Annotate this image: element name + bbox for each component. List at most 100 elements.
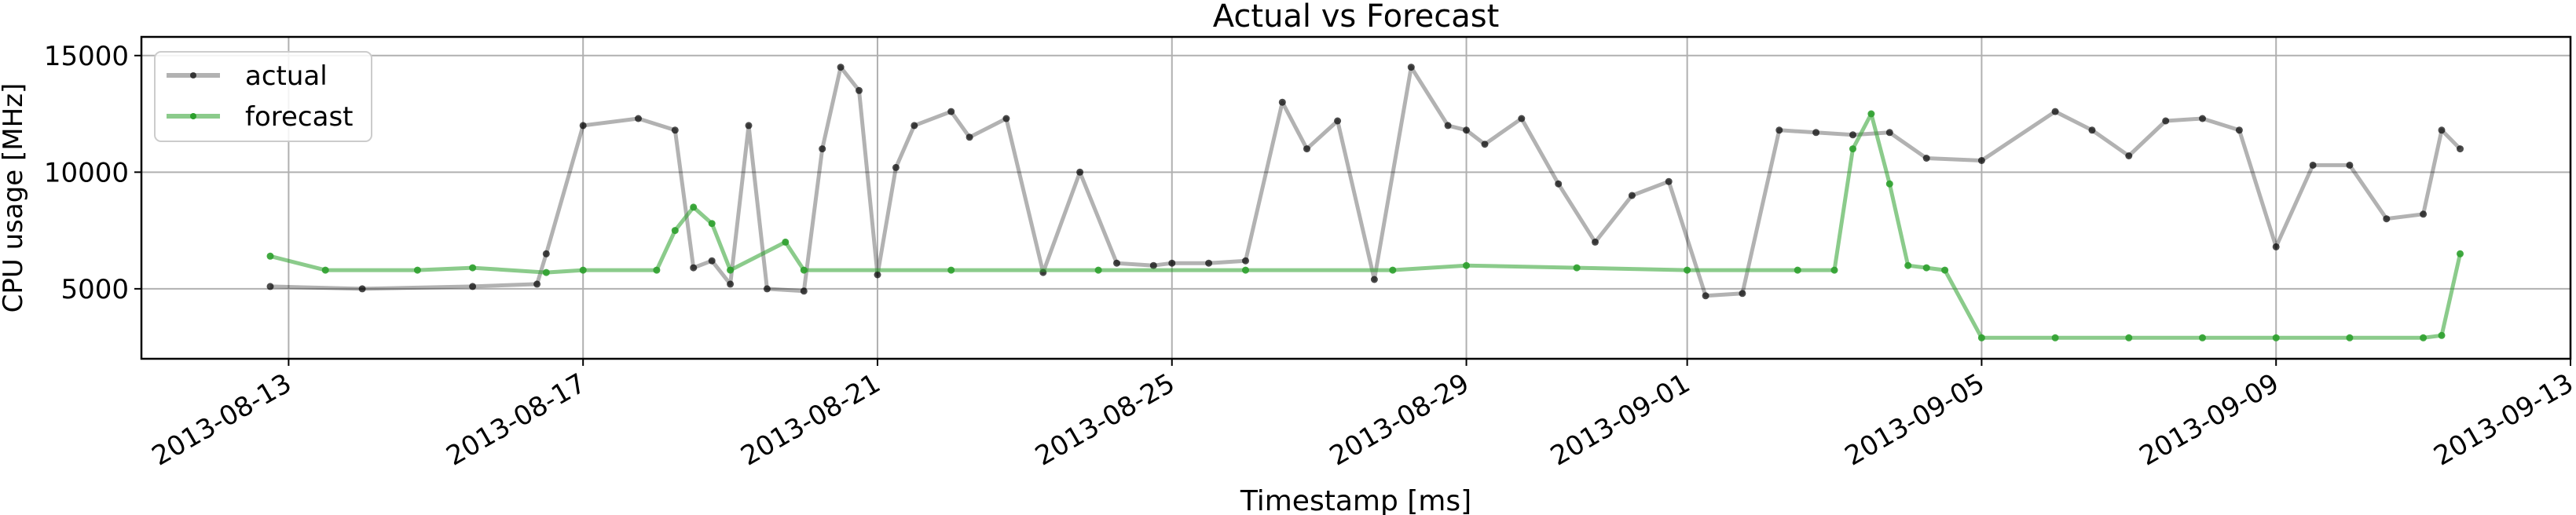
- point-actual: [1592, 238, 1599, 246]
- point-forecast: [1463, 261, 1470, 269]
- point-actual: [1463, 126, 1470, 134]
- legend-actual-label: actual: [245, 60, 328, 92]
- point-actual: [1278, 98, 1286, 106]
- point-actual: [1628, 192, 1636, 199]
- chart-title: Actual vs Forecast: [1213, 0, 1500, 35]
- point-actual: [1002, 115, 1010, 122]
- point-actual: [2309, 161, 2317, 169]
- point-actual: [635, 115, 642, 122]
- point-actual: [1739, 290, 1746, 298]
- point-forecast: [2272, 334, 2280, 342]
- point-forecast: [947, 266, 955, 274]
- point-actual: [1702, 292, 1709, 300]
- point-actual: [856, 86, 863, 94]
- point-forecast: [2051, 334, 2059, 342]
- point-actual: [2383, 215, 2391, 223]
- point-actual: [671, 126, 679, 134]
- point-actual: [1885, 129, 1893, 137]
- point-actual: [1076, 168, 1084, 176]
- point-forecast: [1094, 266, 1102, 274]
- point-forecast: [321, 266, 329, 274]
- point-actual: [727, 280, 735, 288]
- y-tick-label: 5000: [60, 274, 129, 305]
- point-actual: [542, 250, 550, 258]
- point-forecast: [653, 266, 661, 274]
- point-actual: [358, 285, 366, 293]
- legend: actual forecast: [154, 51, 372, 142]
- point-actual: [266, 283, 274, 290]
- x-axis-label: Timestamp [ms]: [1240, 485, 1471, 515]
- point-actual: [1665, 177, 1673, 185]
- point-actual: [1977, 157, 1985, 164]
- point-forecast: [2199, 334, 2206, 342]
- point-actual: [1481, 141, 1489, 148]
- point-actual: [763, 285, 771, 293]
- point-forecast: [2457, 250, 2464, 258]
- point-forecast: [2346, 334, 2354, 342]
- point-actual: [911, 122, 918, 130]
- point-actual: [1205, 259, 1213, 267]
- point-actual: [2088, 126, 2096, 134]
- point-actual: [1849, 131, 1856, 139]
- legend-forecast-label: forecast: [245, 101, 354, 133]
- point-forecast: [1941, 266, 1949, 274]
- point-forecast: [800, 266, 808, 274]
- point-forecast: [2438, 331, 2446, 339]
- point-actual: [708, 257, 716, 265]
- point-actual: [800, 287, 808, 295]
- point-actual: [1812, 129, 1820, 137]
- legend-forecast-marker: [190, 113, 196, 119]
- point-forecast: [413, 266, 421, 274]
- point-forecast: [2420, 334, 2428, 342]
- point-actual: [2420, 210, 2428, 218]
- point-actual: [2162, 117, 2170, 125]
- point-forecast: [727, 266, 735, 274]
- series-layer: [266, 64, 2464, 342]
- point-forecast: [1573, 264, 1581, 272]
- point-actual: [2457, 145, 2464, 153]
- point-forecast: [469, 264, 477, 272]
- point-forecast: [1904, 261, 1912, 269]
- point-forecast: [708, 220, 716, 228]
- point-actual: [1555, 180, 1563, 188]
- point-actual: [2438, 126, 2446, 134]
- point-forecast: [1977, 334, 1985, 342]
- point-actual: [1334, 117, 1342, 125]
- point-actual: [1149, 261, 1157, 269]
- point-actual: [533, 280, 541, 288]
- legend-actual-marker: [190, 72, 196, 79]
- point-actual: [1113, 259, 1120, 267]
- point-actual: [2125, 152, 2133, 159]
- point-actual: [1444, 122, 1452, 130]
- point-forecast: [1885, 180, 1893, 188]
- point-actual: [2346, 161, 2354, 169]
- point-forecast: [1830, 266, 1838, 274]
- point-actual: [966, 133, 973, 141]
- point-actual: [690, 264, 698, 272]
- point-forecast: [1849, 145, 1856, 153]
- y-axis-label: CPU usage [MHz]: [0, 83, 29, 313]
- point-forecast: [1389, 266, 1397, 274]
- point-actual: [874, 271, 881, 279]
- point-forecast: [782, 238, 790, 246]
- point-actual: [892, 163, 900, 171]
- plot-frame: [140, 35, 2572, 360]
- point-forecast: [542, 268, 550, 276]
- point-actual: [947, 108, 955, 115]
- point-actual: [1518, 115, 1526, 122]
- point-actual: [1922, 155, 1930, 162]
- point-forecast: [579, 266, 587, 274]
- point-forecast: [671, 227, 679, 235]
- y-tick-label: 10000: [44, 157, 129, 188]
- point-forecast: [1867, 110, 1875, 118]
- point-forecast: [1794, 266, 1801, 274]
- point-actual: [1775, 126, 1783, 134]
- point-actual: [819, 145, 826, 153]
- point-actual: [745, 122, 753, 130]
- series-line-actual: [269, 65, 2462, 298]
- point-actual: [1407, 64, 1415, 71]
- legend-box: [154, 51, 372, 142]
- point-actual: [2272, 243, 2280, 250]
- point-actual: [1303, 145, 1310, 153]
